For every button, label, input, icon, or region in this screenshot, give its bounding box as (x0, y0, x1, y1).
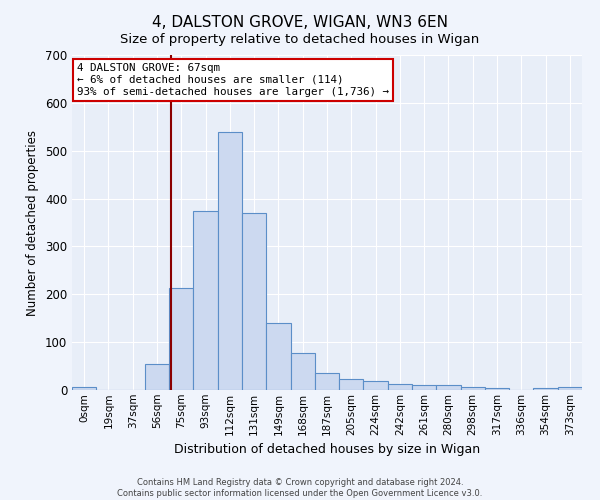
Bar (436, 385, 461, 390)
Y-axis label: Number of detached properties: Number of detached properties (26, 130, 40, 316)
Bar (388, 384, 412, 390)
Bar (461, 386, 485, 390)
Bar (218, 132, 242, 390)
Bar (266, 323, 290, 390)
Text: 4, DALSTON GROVE, WIGAN, WN3 6EN: 4, DALSTON GROVE, WIGAN, WN3 6EN (152, 15, 448, 30)
Bar (485, 388, 509, 390)
Text: Size of property relative to detached houses in Wigan: Size of property relative to detached ho… (121, 32, 479, 46)
Bar (364, 382, 388, 390)
Text: Contains HM Land Registry data © Crown copyright and database right 2024.
Contai: Contains HM Land Registry data © Crown c… (118, 478, 482, 498)
Bar (339, 380, 364, 390)
Bar (290, 352, 315, 390)
Bar (558, 386, 582, 390)
Bar (72, 386, 96, 390)
Bar (169, 288, 193, 390)
X-axis label: Distribution of detached houses by size in Wigan: Distribution of detached houses by size … (174, 443, 480, 456)
Bar (242, 213, 266, 390)
Bar (193, 210, 218, 390)
Bar (145, 364, 169, 390)
Bar (533, 388, 558, 390)
Bar (315, 373, 339, 390)
Text: 4 DALSTON GROVE: 67sqm
← 6% of detached houses are smaller (114)
93% of semi-det: 4 DALSTON GROVE: 67sqm ← 6% of detached … (77, 64, 389, 96)
Bar (412, 384, 436, 390)
